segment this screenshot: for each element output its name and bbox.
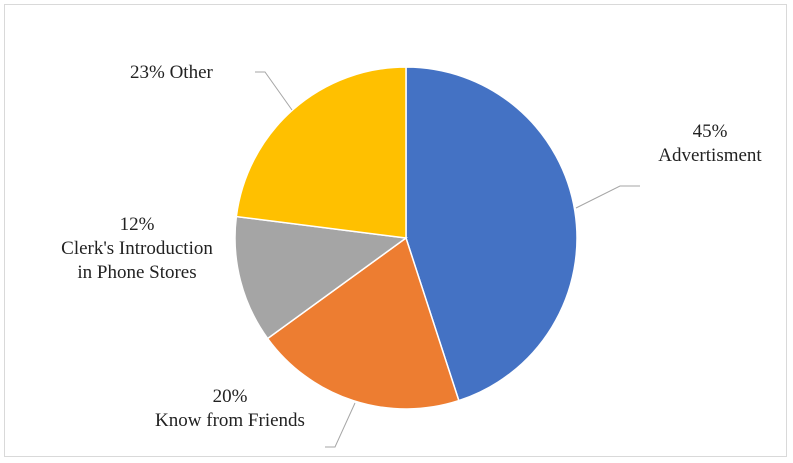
label-know-from-friends: 20% Know from Friends <box>155 386 305 431</box>
pie-slice-know-from-friends <box>266 236 460 410</box>
pie-slice-clerk-s-introduction-in-phone-stores <box>234 215 408 340</box>
label-clerks-introduction: 12% Clerk's Introduction in Phone Stores <box>61 214 213 283</box>
pie-slice-advertisment <box>405 66 578 402</box>
leader-line-advertisment <box>575 185 640 209</box>
label-other: 23% Other <box>130 62 213 83</box>
pie-slice-other <box>235 66 407 239</box>
leader-line-other <box>255 71 293 111</box>
leader-line-know-from-friends <box>325 402 356 448</box>
label-advertisment: 45% Advertisment <box>658 121 762 166</box>
